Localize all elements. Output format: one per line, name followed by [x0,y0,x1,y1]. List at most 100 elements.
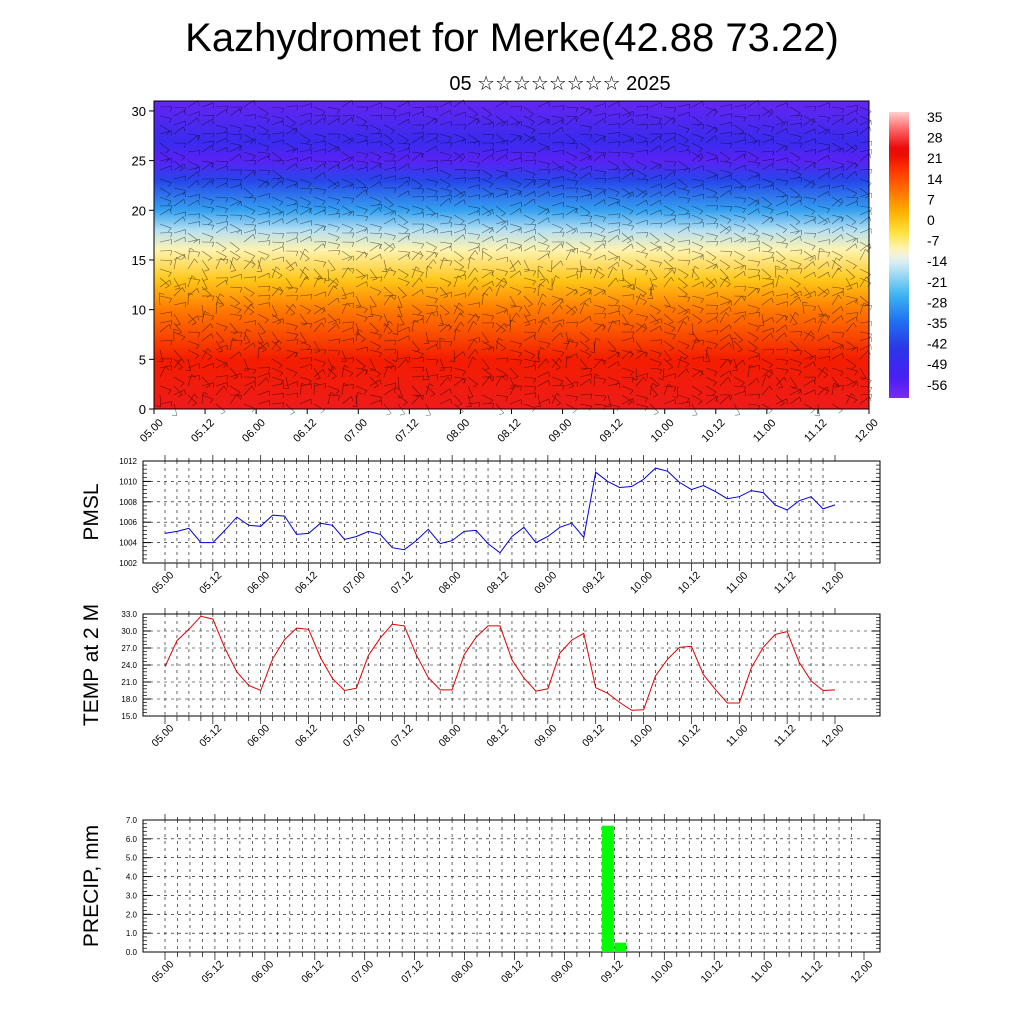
wind-barb-feather [477,243,481,249]
wind-barb-feather [364,136,368,142]
wind-barb [551,392,558,405]
x-tick-label: 08.00 [444,417,472,445]
wind-barb [467,210,480,216]
wind-barb [341,349,347,362]
wind-barb-feather [324,114,327,120]
wind-barb-feather [240,200,242,207]
wind-barb [341,183,354,189]
wind-barb [565,304,576,313]
wind-barb [537,398,550,405]
wind-barb-feather [799,396,802,402]
wind-barb [593,153,604,162]
wind-barb-feather [559,322,563,328]
wind-barb-feather [197,315,200,321]
wind-barb [187,199,199,207]
wind-barb-feather [436,106,439,112]
wind-barb [803,261,814,270]
wind-barb-feather [618,320,620,326]
x-tick-label: 11.12 [799,959,826,986]
wind-barb-feather [600,275,605,279]
wind-barb [495,173,507,180]
wind-barb [285,124,297,131]
wind-barb-feather [464,177,467,183]
wind-barb-feather [282,393,285,399]
wind-barb [551,259,553,273]
wind-barb-feather [477,153,481,159]
wind-barb-feather [560,260,564,266]
wind-barb [285,304,294,315]
wind-barb-feather [865,249,870,254]
wind-barb [635,149,648,153]
wind-barb [159,320,172,324]
wind-barb-feather [869,305,873,311]
wind-barb-feather [407,180,410,186]
wind-barb-feather [589,351,595,354]
wind-barb [467,394,472,407]
wind-barb-feather [235,302,240,307]
wind-barb [369,232,383,234]
wind-barb [327,241,340,245]
wind-barb [691,394,703,402]
wind-barb [691,123,705,126]
wind-barb [705,124,718,130]
wind-barb-feather [682,320,687,325]
wind-barb-feather [378,335,382,340]
wind-barb [355,367,368,371]
wind-barb-feather [672,119,676,125]
wind-barb-feather [618,176,621,182]
wind-barb-feather [407,154,410,160]
wind-barb [187,135,198,144]
wind-barb [509,399,522,405]
wind-barb-feather [518,245,522,250]
wind-barb-feather [670,277,675,282]
wind-barb [677,248,690,252]
wind-barb-feather [392,155,396,160]
wind-barb [537,241,550,247]
wind-barb [705,312,719,315]
wind-barb [355,228,368,234]
wind-barb-feather [330,269,336,272]
wind-barb-feather [729,206,733,212]
wind-barb-feather [348,140,353,144]
wind-barb-feather [545,358,549,364]
wind-barb [467,160,480,164]
wind-barb [229,313,242,317]
wind-barb [719,370,731,378]
wind-barb [761,385,771,396]
wind-barb [523,259,530,271]
wind-barb-feather [462,371,466,376]
wind-barb [789,389,801,396]
x-tick-label: 07.12 [389,722,416,749]
wind-barb-feather [352,321,355,327]
wind-barb [677,394,690,399]
wind-barb [789,199,801,207]
wind-barb [817,228,830,234]
wind-barb [789,259,802,265]
wind-barb [859,205,872,209]
colorbar-label: -28 [927,294,947,310]
wind-barb [215,182,227,189]
wind-barb-feather [390,130,395,135]
wind-barb-feather [394,295,397,301]
wind-barb-feather [170,250,173,256]
wind-barb [187,248,191,261]
wind-barb-feather [688,168,691,174]
wind-barb [663,322,676,329]
wind-barb [733,331,744,341]
wind-barb [215,362,227,369]
wind-barb-feather [855,118,858,124]
wind-barb [397,133,409,141]
wind-barb [803,330,811,342]
wind-barb-feather [491,271,494,277]
wind-barb-feather [253,197,257,203]
wind-barb [579,259,583,272]
wind-barb [369,340,381,347]
wind-barb-feather [450,142,453,148]
wind-barb [257,295,271,297]
wind-barb-feather [548,316,550,322]
wind-barb-feather [668,383,673,388]
wind-barb [495,192,508,198]
wind-barb-feather [191,322,197,326]
wind-barb [257,322,266,333]
wind-barb [635,268,648,271]
